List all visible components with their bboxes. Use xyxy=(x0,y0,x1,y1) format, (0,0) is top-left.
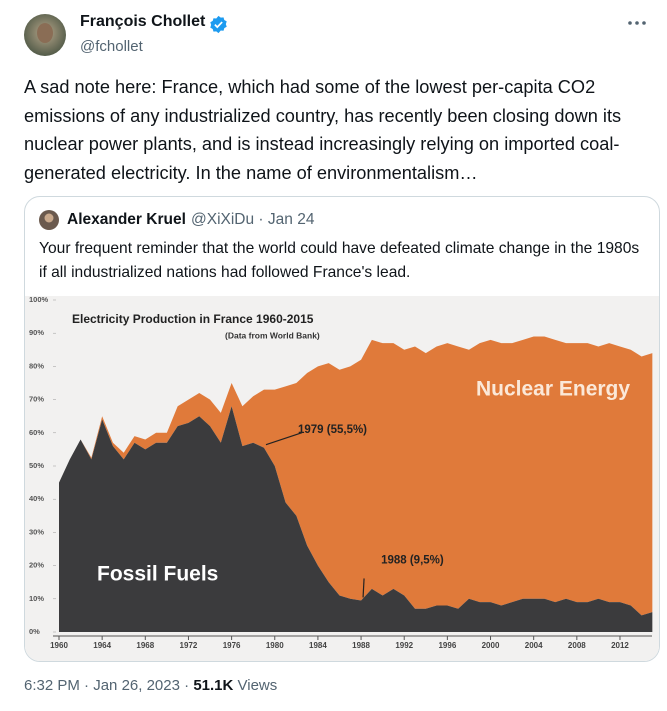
chart-title: Electricity Production in France 1960-20… xyxy=(72,312,314,326)
views-count: 51.1K xyxy=(193,677,234,694)
y-tick-label: 60% xyxy=(29,428,44,437)
legend-nuclear: Nuclear Energy xyxy=(476,378,630,401)
quote-text: Your frequent reminder that the world co… xyxy=(39,240,640,281)
y-tick-label: 100% xyxy=(29,296,49,304)
quote-handle: @XiXiDu xyxy=(191,211,255,228)
y-tick-label: 80% xyxy=(29,361,44,370)
x-tick-label: 1992 xyxy=(395,641,413,650)
author-handle[interactable]: @fchollet xyxy=(80,38,143,55)
x-tick-label: 2000 xyxy=(482,641,500,650)
tweet-footer: 6:32 PMJan 26, 2023 51.1K Views xyxy=(24,677,277,694)
x-tick-label: 1984 xyxy=(309,641,327,650)
x-tick-label: 2008 xyxy=(568,641,586,650)
verified-badge xyxy=(210,15,227,34)
annotation-arrow xyxy=(265,432,303,446)
area-fossil xyxy=(59,406,653,632)
y-tick-label: 40% xyxy=(29,494,44,503)
avatar[interactable] xyxy=(24,14,66,56)
legend-fossil: Fossil Fuels xyxy=(97,563,218,586)
views-label: Views xyxy=(237,677,278,694)
x-tick-label: 1968 xyxy=(136,641,154,650)
x-tick-label: 2004 xyxy=(525,641,543,650)
y-tick-label: 70% xyxy=(29,395,44,404)
date: Jan 26, 2023 xyxy=(80,677,180,694)
annotation-arrow xyxy=(362,578,365,598)
quote-author: Alexander Kruel xyxy=(67,211,186,228)
x-tick-label: 1960 xyxy=(50,641,68,650)
area-nuclear xyxy=(59,336,653,616)
x-tick-label: 1972 xyxy=(180,641,198,650)
time: 6:32 PM xyxy=(24,677,80,694)
x-tick-label: 2012 xyxy=(611,641,629,650)
y-tick-label: 90% xyxy=(29,328,44,337)
chart: Electricity Production in France 1960-20… xyxy=(25,296,659,661)
quoted-tweet[interactable]: Alexander Kruel @XiXiDuJan 24 Your frequ… xyxy=(24,196,660,662)
annotation: 1979 (55,5%) xyxy=(298,424,367,436)
y-tick-label: 0% xyxy=(29,627,40,636)
x-tick-label: 1976 xyxy=(223,641,241,650)
quote-date: Jan 24 xyxy=(254,211,314,228)
author-name[interactable]: François Chollet xyxy=(80,13,206,30)
chart-subtitle: (Data from World Bank) xyxy=(225,330,320,340)
y-tick-label: 10% xyxy=(29,594,44,603)
annotation: 1988 (9,5%) xyxy=(381,554,444,566)
x-tick-label: 1996 xyxy=(438,641,456,650)
x-tick-label: 1980 xyxy=(266,641,284,650)
x-tick-label: 1964 xyxy=(93,641,111,650)
y-tick-label: 20% xyxy=(29,561,44,570)
quote-avatar xyxy=(39,210,59,230)
more-menu[interactable] xyxy=(626,18,648,28)
y-tick-label: 50% xyxy=(29,461,44,470)
y-tick-label: 30% xyxy=(29,527,44,536)
quote-meta: @XiXiDuJan 24 xyxy=(191,211,314,229)
x-tick-label: 1988 xyxy=(352,641,370,650)
tweet-text: A sad note here: France, which had some … xyxy=(24,77,622,183)
